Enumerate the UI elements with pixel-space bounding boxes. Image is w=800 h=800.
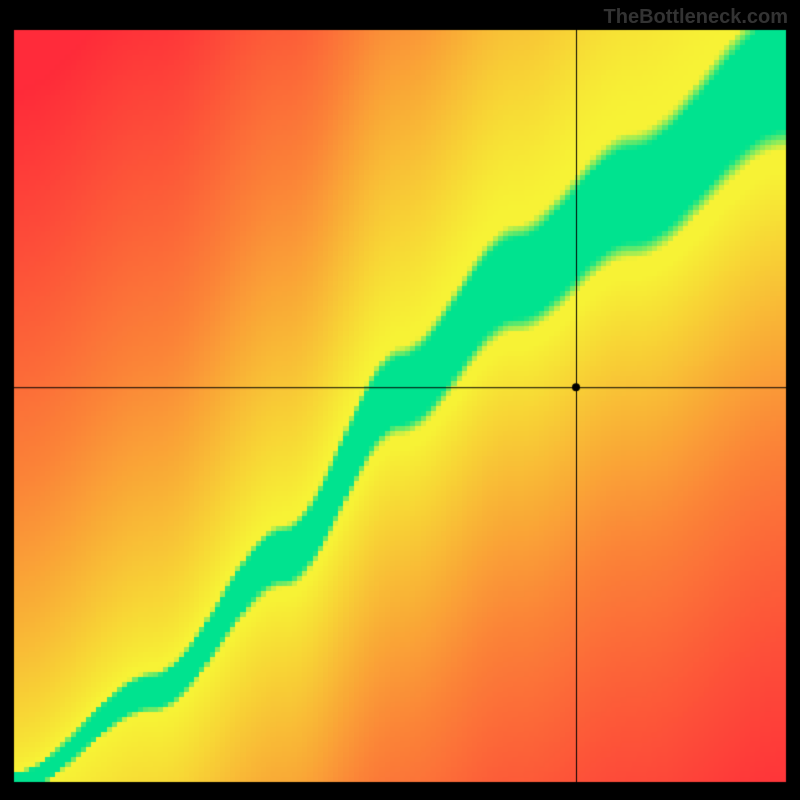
chart-container: TheBottleneck.com: [0, 0, 800, 800]
heatmap-canvas: [0, 0, 800, 800]
watermark-text: TheBottleneck.com: [604, 6, 788, 29]
